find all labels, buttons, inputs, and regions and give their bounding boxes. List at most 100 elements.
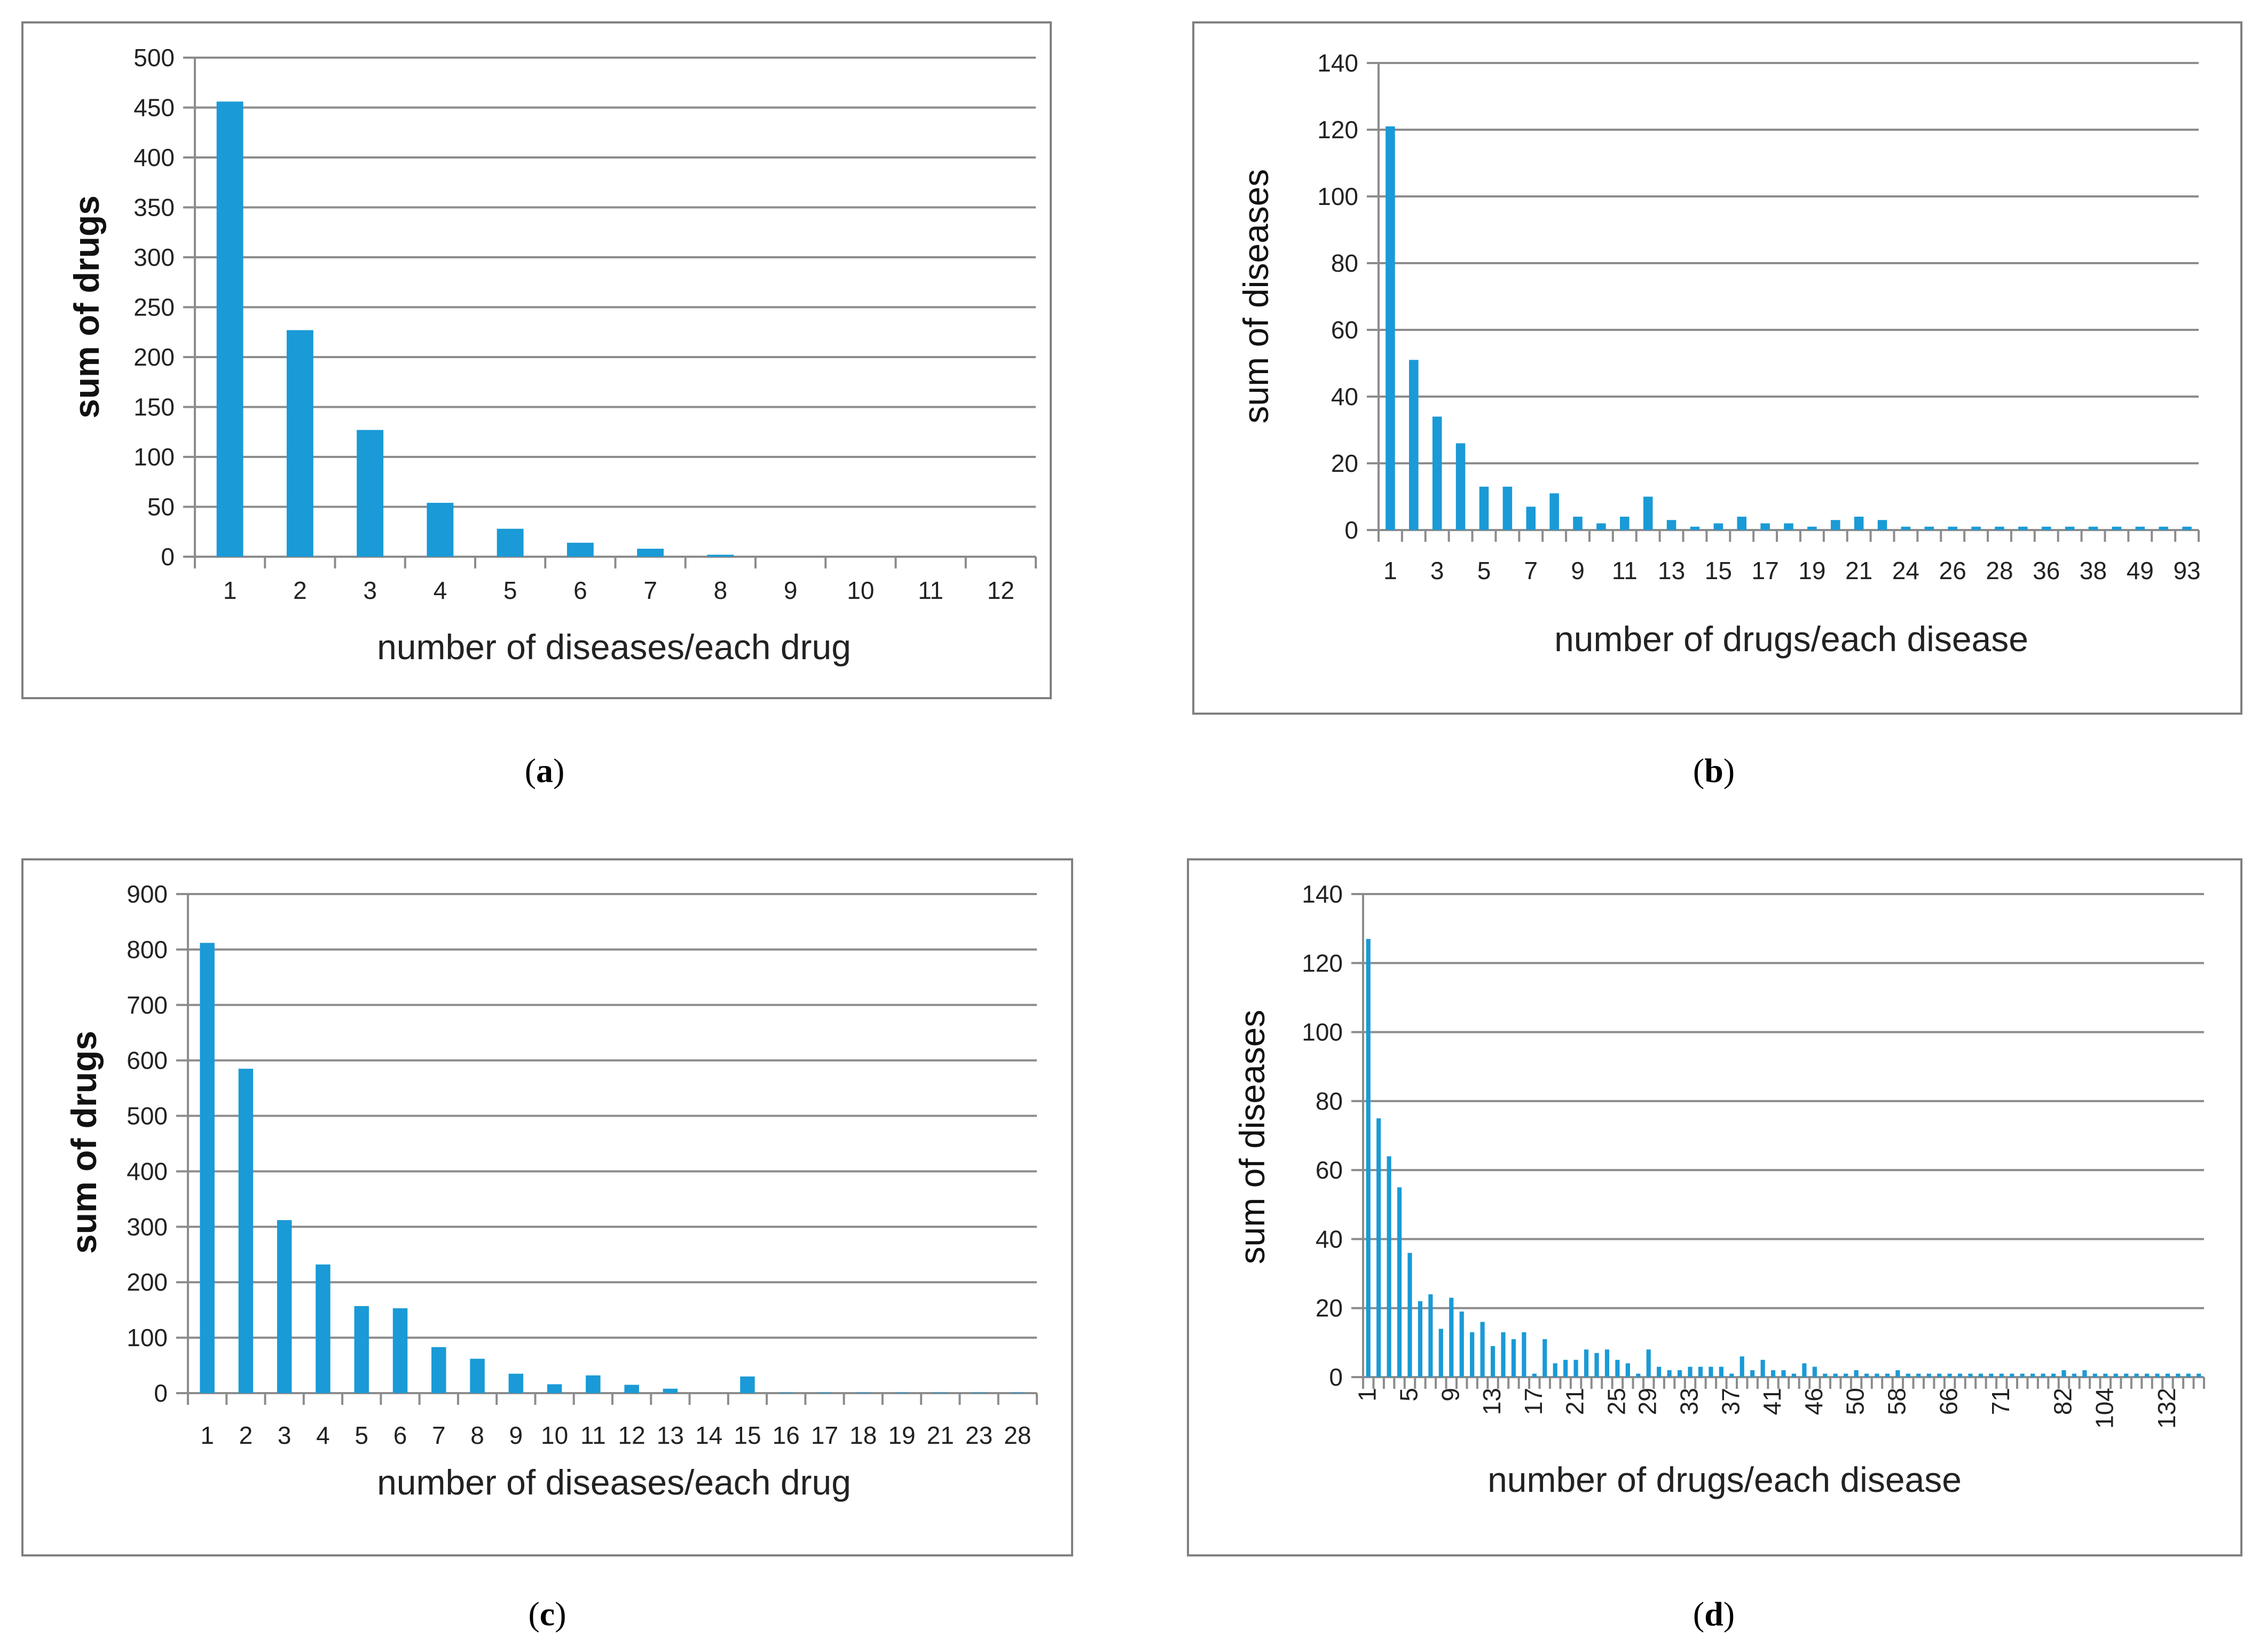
y-tick-label: 40: [1316, 1225, 1343, 1253]
x-tick-label: 1: [223, 576, 237, 604]
y-tick-label: 400: [133, 144, 175, 171]
y-tick-label: 700: [127, 991, 168, 1019]
x-tick-label: 19: [1798, 557, 1825, 584]
x-tick-label: 71: [1987, 1388, 2014, 1415]
y-tick-label: 100: [133, 443, 175, 471]
bar: [1688, 1366, 1693, 1377]
bar: [1449, 1298, 1454, 1377]
x-tick-label: 36: [2033, 557, 2060, 584]
bar: [216, 101, 243, 557]
bar: [1781, 1370, 1786, 1377]
x-tick-label: 8: [470, 1421, 484, 1449]
y-tick-label: 250: [133, 294, 175, 321]
bar: [1948, 526, 1957, 530]
x-tick-label: 9: [1436, 1388, 1464, 1402]
x-tick-label: 11: [918, 576, 943, 604]
x-tick-label: 17: [1752, 557, 1779, 584]
bar: [1947, 1373, 1952, 1377]
x-tick-label: 9: [509, 1421, 523, 1449]
bar: [1895, 1370, 1900, 1377]
bar: [1802, 1363, 1807, 1377]
bar: [1877, 520, 1887, 530]
bar: [1737, 517, 1747, 530]
bar: [1596, 523, 1606, 530]
x-tick-label: 15: [734, 1421, 761, 1449]
x-tick-label: 12: [618, 1421, 646, 1449]
bar: [1480, 1322, 1485, 1377]
chart-panel-d: 0 20 40 60 80 100 120 140 1 5 9 13 17 21 25 29 33 37 41 46 5…: [1187, 858, 2242, 1556]
x-tick-label: 25: [1602, 1388, 1630, 1415]
bar: [1522, 1332, 1526, 1377]
x-tick-label: 26: [1939, 557, 1966, 584]
bar: [1387, 1156, 1391, 1377]
bar: [637, 549, 664, 557]
x-tick-label: 3: [1430, 557, 1444, 584]
x-tick-label: 28: [1986, 557, 2013, 584]
x-tick-label: 15: [1705, 557, 1732, 584]
bar: [1760, 1359, 1765, 1377]
x-tick-label: 58: [1883, 1388, 1910, 1415]
x-tick-label: 18: [849, 1421, 877, 1449]
bar: [1479, 486, 1489, 530]
bar: [2182, 526, 2192, 530]
bar: [1823, 1373, 1828, 1377]
panel-label-c: (c): [528, 1595, 566, 1633]
chart-frame: [1192, 21, 2242, 715]
bar: [200, 943, 215, 1393]
x-tick-label: 24: [1892, 557, 1919, 584]
bar: [566, 542, 594, 557]
bar: [392, 1308, 408, 1393]
bar: [1833, 1373, 1838, 1377]
bar: [427, 503, 454, 557]
bar: [1667, 1370, 1672, 1377]
bar: [2082, 1370, 2087, 1377]
x-tick-label: 82: [2049, 1388, 2077, 1415]
y-tick-label: 40: [1331, 383, 1358, 410]
x-tick-label: 2: [239, 1421, 253, 1449]
bar: [1709, 1366, 1713, 1377]
y-tick-label: 200: [127, 1268, 168, 1296]
bar: [1542, 1339, 1547, 1377]
bar: [2020, 1373, 2025, 1377]
chart-frame: [21, 21, 1052, 699]
y-tick-label: 50: [147, 493, 175, 521]
x-tick-label: 19: [888, 1421, 915, 1449]
x-axis-title: number of drugs/each disease: [1487, 1460, 1962, 1499]
bar: [497, 528, 524, 557]
panel-label-d: (d): [1693, 1595, 1735, 1633]
x-tick-label: 12: [987, 576, 1014, 604]
bar: [1812, 1366, 1817, 1377]
bar: [1864, 1373, 1869, 1377]
x-tick-label: 7: [432, 1421, 446, 1449]
x-tick-label: 5: [1395, 1388, 1423, 1402]
x-tick-label: 11: [1612, 557, 1638, 584]
bar: [1698, 1366, 1703, 1377]
bar: [740, 1376, 755, 1393]
bar: [1885, 1373, 1890, 1377]
bar: [1526, 507, 1536, 530]
x-tick-label: 13: [657, 1421, 684, 1449]
bar: [1636, 1373, 1641, 1377]
bar: [1690, 526, 1700, 530]
x-tick-label: 5: [355, 1421, 368, 1449]
bar: [1418, 1301, 1423, 1377]
bar: [508, 1373, 524, 1393]
x-tick-label: 2: [293, 576, 307, 604]
y-tick-label: 200: [133, 343, 175, 371]
bar: [1502, 486, 1513, 530]
x-tick-label: 13: [1478, 1388, 1506, 1415]
bar: [1620, 517, 1630, 530]
bar: [586, 1375, 601, 1393]
bar: [470, 1358, 485, 1393]
x-tick-label: 5: [503, 576, 517, 604]
bar: [2159, 526, 2168, 530]
bar: [1978, 1373, 1983, 1377]
bar: [357, 430, 384, 557]
bar: [1906, 1373, 1910, 1377]
bar: [1791, 1373, 1797, 1377]
bar: [1594, 1353, 1599, 1377]
bar: [2010, 1373, 2014, 1377]
